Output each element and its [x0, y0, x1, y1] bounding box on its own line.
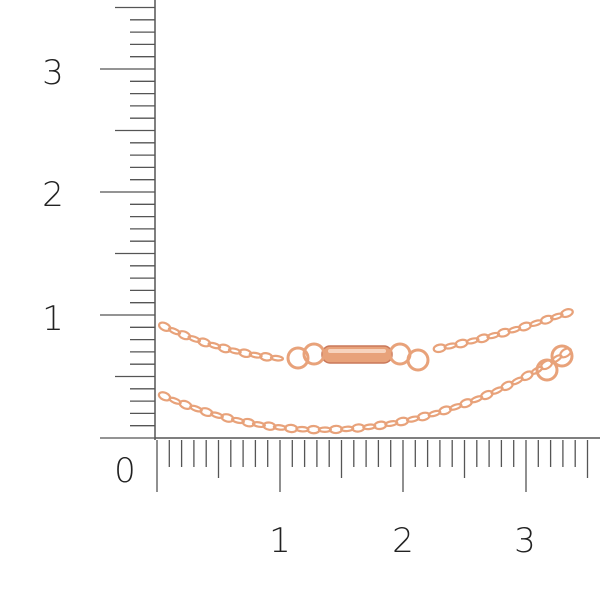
chain-link	[207, 341, 222, 350]
chain-ring	[550, 344, 574, 368]
ruler-label-h2: 2	[392, 521, 414, 561]
chain-link	[241, 417, 256, 428]
chain-link	[230, 416, 245, 425]
chain-link	[248, 351, 263, 359]
ruler-label-v2: 2	[42, 175, 64, 215]
chain-link	[210, 411, 224, 419]
chain-ring	[286, 346, 310, 370]
ruler-label-h1: 1	[269, 521, 291, 561]
chain-link	[539, 314, 554, 325]
chain-link	[465, 337, 480, 345]
chain-link	[475, 333, 490, 344]
chain-link	[560, 308, 574, 319]
chain-link	[197, 337, 212, 348]
chain-link	[187, 334, 202, 343]
chain-ring	[302, 342, 326, 366]
ruler-label-v1: 1	[42, 299, 64, 339]
chain-link	[177, 330, 192, 341]
chain-link	[262, 421, 277, 431]
chain-link	[157, 321, 172, 332]
chain-bar-highlight	[328, 349, 386, 353]
chain-link	[217, 343, 232, 354]
ruler-label-h3: 3	[514, 521, 536, 561]
gold-chain	[157, 308, 574, 435]
chain-link	[227, 347, 242, 355]
chain-link	[238, 348, 253, 359]
chain-link	[486, 331, 501, 340]
chain-link	[259, 352, 274, 362]
chain-link	[167, 326, 182, 336]
chain-link	[269, 354, 285, 362]
chain-link	[251, 421, 266, 429]
chain-link	[220, 413, 235, 423]
chain-bar	[321, 345, 393, 364]
chain-link	[549, 312, 564, 321]
ruler-label-v3: 3	[42, 53, 64, 93]
ruler-ticks	[100, 0, 600, 492]
ruler-label-0: 0	[114, 451, 136, 491]
chain-ring	[535, 358, 559, 382]
chain-ring	[406, 348, 430, 372]
